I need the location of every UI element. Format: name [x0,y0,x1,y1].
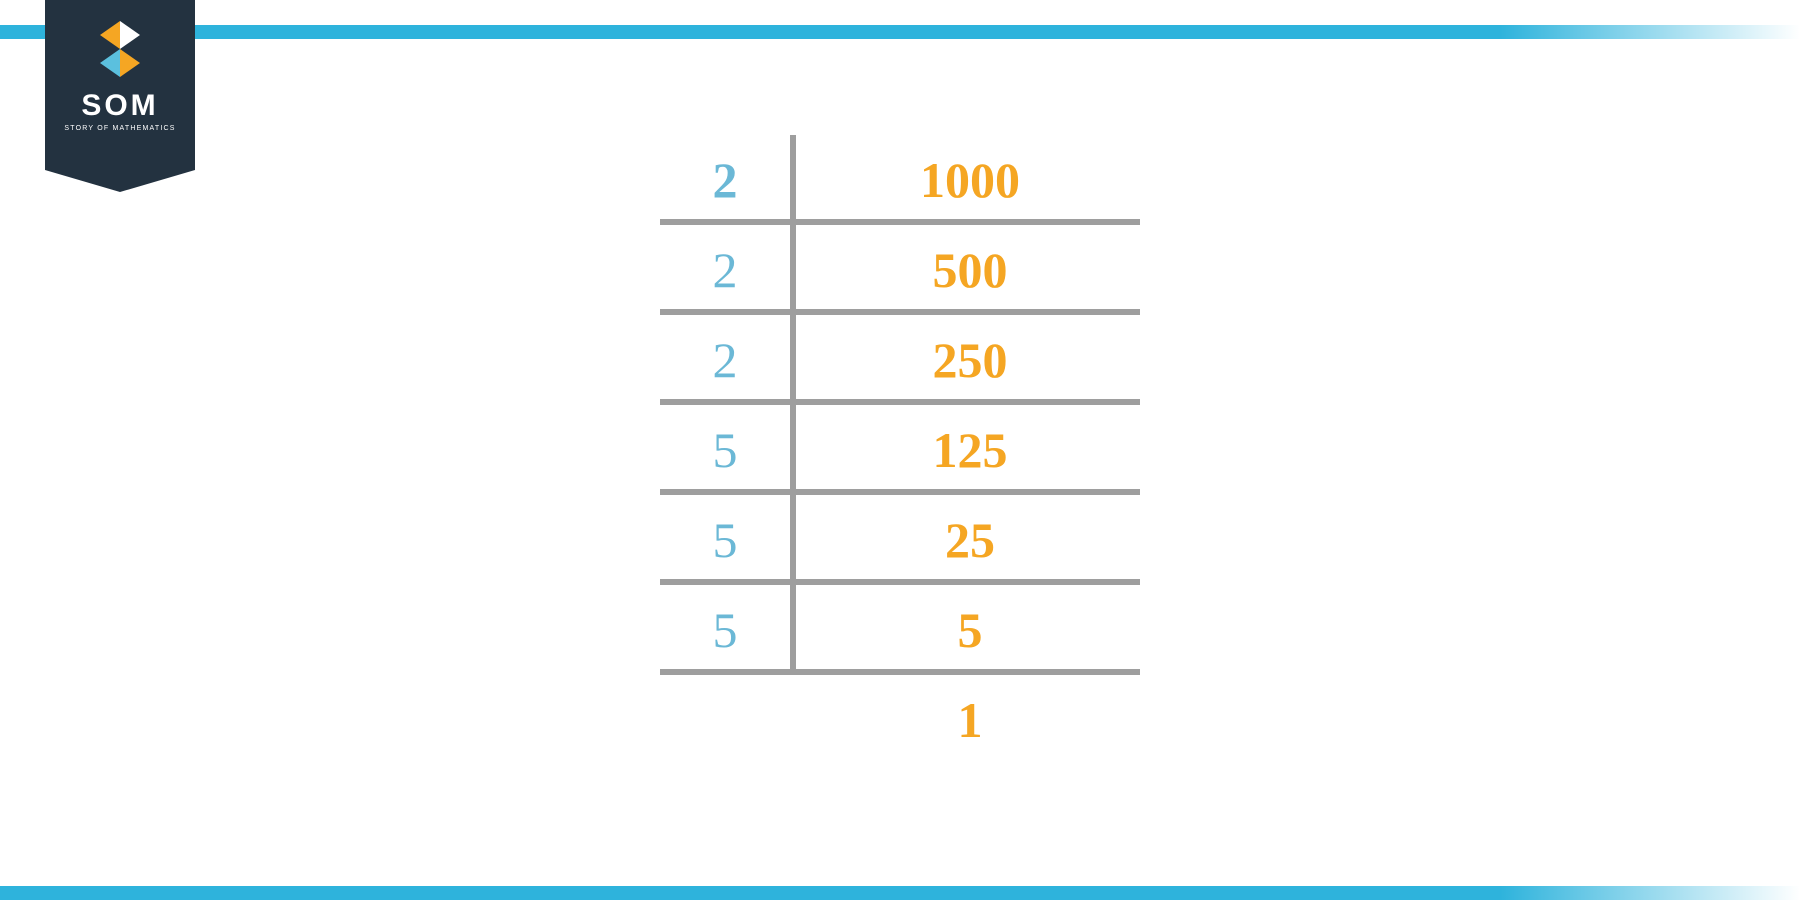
logo-title: SOM [81,89,158,123]
bottom-bar-solid [0,886,1500,900]
quotient-value: 1000 [790,151,1140,209]
factor-row: 55 [660,585,1140,675]
factor-row: 21000 [660,135,1140,225]
top-bar-gradient [1500,25,1800,39]
quotient-value: 500 [790,241,1140,299]
final-value: 1 [790,691,1140,749]
factor-row: 2250 [660,315,1140,405]
divisor-value: 2 [660,241,790,299]
quotient-value: 25 [790,511,1140,569]
factor-row: 5125 [660,405,1140,495]
logo-icon [92,21,148,77]
divisor-value: 5 [660,511,790,569]
bottom-accent-bar [0,886,1800,900]
quotient-value: 5 [790,601,1140,659]
divisor-value: 2 [660,151,790,209]
bottom-bar-gradient [1500,886,1800,900]
divisor-value: 5 [660,421,790,479]
factor-row: 2500 [660,225,1140,315]
prime-factorization-diagram: 21000250022505125525551 [660,135,1140,765]
quotient-value: 250 [790,331,1140,389]
logo-badge: SOM STORY OF MATHEMATICS [45,0,195,170]
logo-subtitle: STORY OF MATHEMATICS [64,125,175,132]
top-bar-solid [0,25,1500,39]
final-row: 1 [660,675,1140,765]
top-accent-bar [0,25,1800,39]
quotient-value: 125 [790,421,1140,479]
factor-row: 525 [660,495,1140,585]
divisor-value: 2 [660,331,790,389]
divisor-value: 5 [660,601,790,659]
